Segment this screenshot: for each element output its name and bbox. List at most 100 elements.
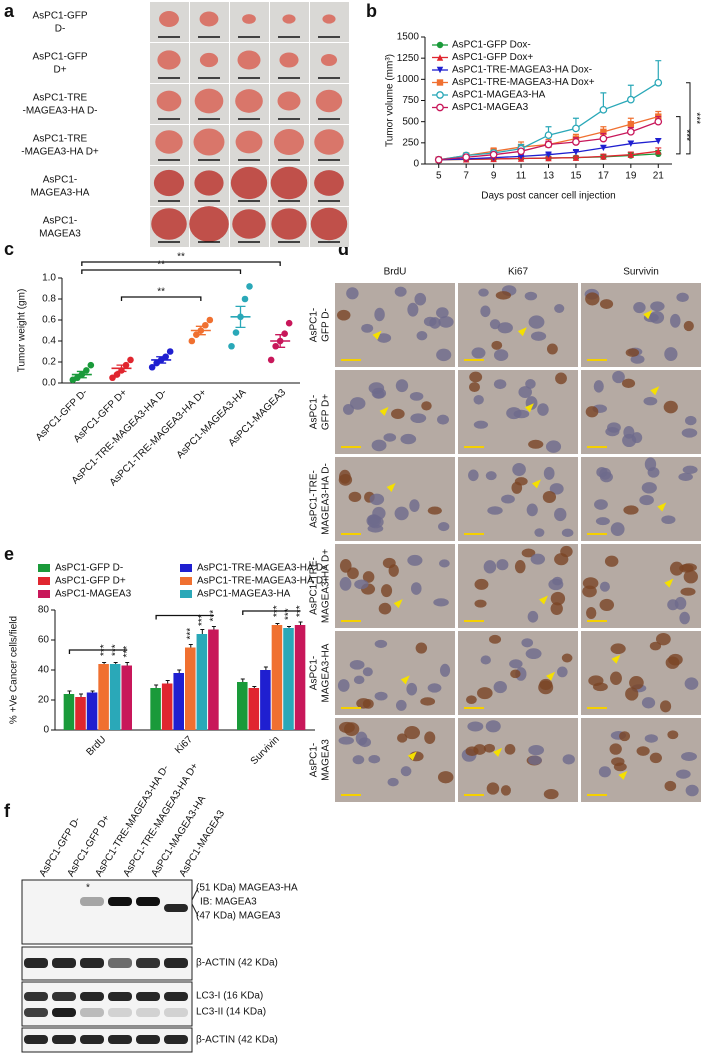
error-bar bbox=[165, 680, 170, 684]
nucleus bbox=[649, 641, 662, 651]
bar bbox=[86, 692, 98, 730]
nucleus bbox=[423, 316, 437, 327]
nucleus bbox=[675, 769, 691, 779]
bar bbox=[75, 697, 86, 730]
nucleus bbox=[500, 785, 511, 796]
ihc-image bbox=[335, 631, 455, 715]
nucleus bbox=[394, 506, 409, 521]
band bbox=[108, 897, 132, 906]
nucleus bbox=[410, 582, 422, 595]
arrowhead bbox=[657, 502, 667, 512]
error-bar bbox=[67, 690, 72, 694]
nucleus bbox=[349, 397, 366, 410]
nucleus bbox=[339, 577, 352, 591]
nucleus bbox=[663, 400, 678, 414]
column-label: Survivin bbox=[623, 267, 659, 278]
x-tick-label: 13 bbox=[543, 171, 555, 182]
band bbox=[108, 958, 132, 968]
bar bbox=[237, 682, 248, 730]
nucleus bbox=[630, 354, 645, 364]
nucleus bbox=[353, 675, 365, 685]
nucleus bbox=[438, 559, 450, 568]
nucleus bbox=[362, 667, 373, 677]
nucleus bbox=[649, 752, 662, 764]
sig-bracket bbox=[120, 296, 202, 301]
bar bbox=[63, 694, 75, 730]
arrowhead bbox=[643, 310, 653, 320]
nucleus bbox=[669, 561, 684, 576]
nucleus bbox=[607, 422, 621, 433]
significance: *** bbox=[197, 614, 208, 626]
bar bbox=[283, 628, 294, 730]
band-label: LC3-II (14 KDa) bbox=[196, 1007, 266, 1018]
nucleus bbox=[400, 433, 417, 445]
arrowhead bbox=[531, 479, 541, 489]
tumor bbox=[189, 206, 229, 242]
nucleus bbox=[409, 499, 420, 513]
nucleus bbox=[336, 309, 351, 321]
y-tick-label: 250 bbox=[402, 137, 419, 148]
nucleus bbox=[528, 755, 542, 765]
nucleus bbox=[493, 680, 507, 694]
nucleus bbox=[346, 287, 359, 300]
arrowhead bbox=[618, 770, 628, 780]
panel-label: d bbox=[338, 239, 349, 259]
nucleus bbox=[684, 677, 699, 690]
panel-label: c bbox=[4, 239, 14, 259]
marker bbox=[545, 154, 552, 162]
band bbox=[52, 992, 76, 1001]
nucleus bbox=[491, 340, 503, 350]
nucleus bbox=[685, 415, 697, 426]
marker bbox=[517, 147, 525, 156]
nucleus bbox=[348, 491, 362, 502]
significance: *** bbox=[122, 646, 133, 658]
band bbox=[52, 1035, 76, 1044]
data-point bbox=[113, 371, 121, 378]
significance: *** bbox=[680, 129, 691, 141]
x-tick-label: AsPC1-MAGEA3-HA bbox=[175, 387, 249, 461]
band bbox=[80, 992, 104, 1001]
x-tick-label: 15 bbox=[570, 171, 582, 182]
legend-swatch bbox=[38, 590, 50, 598]
bar bbox=[271, 625, 283, 730]
legend-label: AsPC1-MAGEA3-HA bbox=[197, 589, 291, 600]
nucleus bbox=[543, 788, 559, 800]
arrowhead bbox=[611, 654, 621, 664]
x-tick-label: 17 bbox=[598, 171, 610, 182]
band bbox=[164, 1008, 188, 1017]
nucleus bbox=[560, 545, 573, 558]
legend-swatch bbox=[180, 577, 192, 585]
data-point bbox=[241, 295, 249, 303]
nucleus bbox=[506, 407, 522, 420]
column-label: Ki67 bbox=[508, 267, 528, 278]
nucleus bbox=[373, 390, 385, 399]
panel-label: f bbox=[4, 801, 11, 821]
row-label: AsPC1- bbox=[43, 175, 77, 186]
nucleus bbox=[561, 528, 574, 538]
arrowhead bbox=[524, 403, 534, 413]
x-tick-label: 11 bbox=[516, 171, 527, 182]
nucleus bbox=[478, 288, 489, 297]
nucleus bbox=[537, 403, 549, 416]
nucleus bbox=[680, 587, 696, 596]
nucleus bbox=[542, 490, 557, 504]
tumor bbox=[310, 207, 348, 241]
y-tick-label: 1250 bbox=[397, 53, 420, 64]
data-point bbox=[228, 342, 235, 350]
nucleus bbox=[599, 581, 610, 592]
nucleus bbox=[679, 611, 690, 625]
nucleus bbox=[439, 663, 451, 677]
tumor bbox=[151, 208, 187, 240]
tumor bbox=[282, 14, 296, 24]
nucleus bbox=[674, 596, 687, 610]
y-tick-label: 80 bbox=[38, 605, 50, 616]
arrowhead bbox=[393, 599, 403, 609]
error-bar bbox=[263, 666, 268, 670]
legend-label: AsPC1-TRE-MAGEA3-HA Dox- bbox=[452, 65, 592, 76]
nucleus bbox=[554, 507, 567, 522]
nucleus bbox=[420, 697, 436, 706]
data-point bbox=[232, 329, 240, 336]
nucleus bbox=[407, 302, 419, 317]
band bbox=[80, 897, 104, 906]
y-tick-label: 20 bbox=[38, 695, 50, 706]
